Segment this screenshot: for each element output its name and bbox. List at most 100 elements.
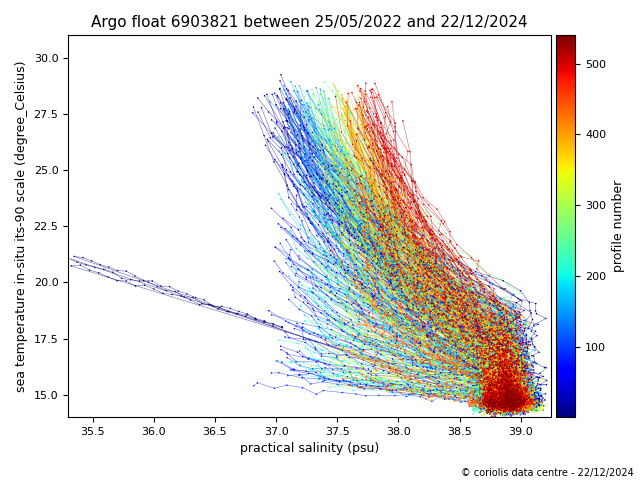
Point — [355, 173, 365, 180]
Point — [502, 400, 513, 408]
Point — [342, 256, 352, 264]
Point — [446, 383, 456, 391]
Point — [447, 274, 457, 281]
Point — [332, 356, 342, 364]
Point — [486, 402, 496, 410]
Point — [484, 378, 494, 386]
Point — [380, 225, 390, 233]
Point — [500, 401, 511, 408]
Point — [378, 310, 388, 317]
Point — [476, 389, 486, 396]
Point — [488, 397, 499, 405]
Point — [479, 375, 489, 383]
Point — [511, 358, 522, 365]
Point — [490, 398, 500, 406]
Point — [487, 395, 497, 402]
Point — [513, 401, 524, 409]
Point — [509, 396, 519, 404]
Point — [492, 382, 502, 390]
Point — [360, 329, 371, 337]
Point — [501, 407, 511, 414]
Point — [513, 402, 523, 409]
Point — [492, 350, 502, 358]
Point — [392, 255, 402, 263]
Point — [503, 378, 513, 386]
Point — [500, 407, 511, 415]
Point — [500, 396, 510, 403]
Point — [374, 194, 385, 202]
Point — [403, 291, 413, 299]
Point — [512, 397, 522, 405]
Point — [323, 163, 333, 171]
Point — [506, 400, 516, 408]
Point — [495, 396, 505, 404]
Point — [372, 300, 383, 308]
Point — [472, 371, 482, 379]
Point — [499, 396, 509, 403]
Point — [508, 405, 518, 412]
Point — [491, 365, 501, 373]
Point — [506, 379, 516, 387]
Point — [509, 397, 519, 405]
Point — [500, 392, 510, 400]
Point — [515, 394, 525, 401]
Point — [480, 339, 490, 347]
Point — [500, 401, 510, 408]
Point — [508, 392, 518, 399]
Point — [496, 399, 506, 407]
Point — [483, 396, 493, 404]
Point — [506, 403, 516, 411]
Point — [481, 366, 492, 374]
Point — [504, 389, 514, 397]
Point — [518, 368, 528, 376]
Point — [342, 163, 353, 171]
Point — [400, 287, 410, 294]
Point — [502, 398, 512, 406]
Point — [517, 388, 527, 396]
Point — [501, 402, 511, 410]
Point — [394, 292, 404, 300]
Point — [507, 394, 517, 401]
Point — [532, 400, 543, 408]
Point — [483, 319, 493, 326]
Point — [497, 389, 508, 396]
Point — [422, 341, 433, 349]
Point — [513, 392, 523, 399]
Point — [319, 155, 329, 163]
Point — [457, 301, 467, 309]
Point — [503, 395, 513, 402]
Point — [489, 396, 499, 403]
Point — [392, 245, 403, 253]
Point — [507, 399, 517, 407]
Point — [515, 402, 525, 410]
Point — [419, 231, 429, 239]
Point — [365, 262, 375, 269]
Point — [502, 378, 513, 385]
Point — [414, 362, 424, 370]
Point — [422, 340, 432, 348]
Point — [504, 396, 514, 403]
Point — [512, 407, 522, 414]
Point — [521, 378, 531, 386]
Point — [347, 167, 357, 174]
Point — [365, 313, 376, 321]
Point — [492, 386, 502, 394]
Point — [492, 397, 502, 405]
Point — [424, 343, 434, 350]
Point — [472, 308, 482, 315]
Point — [495, 384, 505, 392]
Point — [511, 392, 522, 399]
Point — [314, 166, 324, 174]
Point — [463, 329, 473, 337]
Point — [530, 343, 540, 351]
Point — [486, 400, 496, 408]
Point — [506, 362, 516, 370]
Point — [504, 376, 515, 384]
Point — [490, 397, 500, 405]
Point — [509, 402, 519, 409]
Point — [497, 401, 507, 409]
Point — [499, 396, 509, 404]
Point — [437, 394, 447, 401]
Point — [495, 388, 505, 396]
Point — [484, 369, 494, 376]
